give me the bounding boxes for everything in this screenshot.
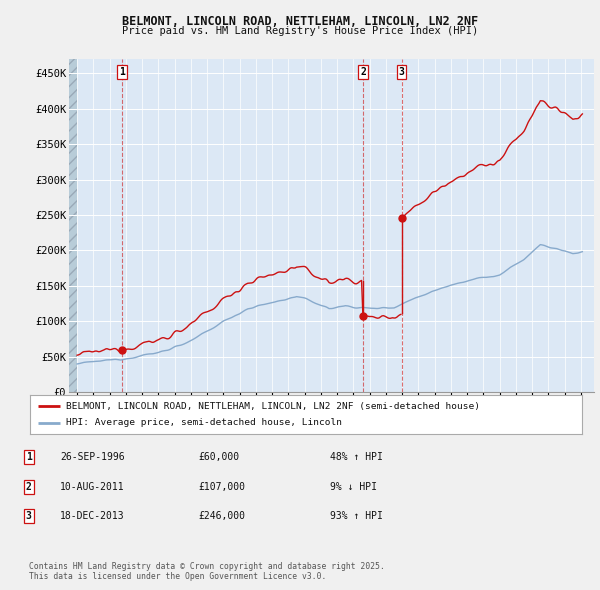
Text: £60,000: £60,000	[198, 453, 239, 462]
Bar	[69, 59, 77, 392]
Text: 2: 2	[361, 67, 366, 77]
Text: £246,000: £246,000	[198, 512, 245, 521]
Text: HPI: Average price, semi-detached house, Lincoln: HPI: Average price, semi-detached house,…	[66, 418, 342, 427]
Text: 1: 1	[119, 67, 125, 77]
Text: 93% ↑ HPI: 93% ↑ HPI	[330, 512, 383, 521]
Text: 3: 3	[398, 67, 404, 77]
Text: 48% ↑ HPI: 48% ↑ HPI	[330, 453, 383, 462]
Text: Contains HM Land Registry data © Crown copyright and database right 2025.
This d: Contains HM Land Registry data © Crown c…	[29, 562, 385, 581]
Text: 3: 3	[26, 512, 32, 521]
Text: 10-AUG-2011: 10-AUG-2011	[60, 482, 125, 491]
Text: £107,000: £107,000	[198, 482, 245, 491]
Text: 2: 2	[26, 482, 32, 491]
Text: 26-SEP-1996: 26-SEP-1996	[60, 453, 125, 462]
Text: 1: 1	[26, 453, 32, 462]
Text: BELMONT, LINCOLN ROAD, NETTLEHAM, LINCOLN, LN2 2NF: BELMONT, LINCOLN ROAD, NETTLEHAM, LINCOL…	[122, 15, 478, 28]
Text: 9% ↓ HPI: 9% ↓ HPI	[330, 482, 377, 491]
Text: BELMONT, LINCOLN ROAD, NETTLEHAM, LINCOLN, LN2 2NF (semi-detached house): BELMONT, LINCOLN ROAD, NETTLEHAM, LINCOL…	[66, 402, 480, 411]
Text: 18-DEC-2013: 18-DEC-2013	[60, 512, 125, 521]
Text: Price paid vs. HM Land Registry's House Price Index (HPI): Price paid vs. HM Land Registry's House …	[122, 26, 478, 36]
